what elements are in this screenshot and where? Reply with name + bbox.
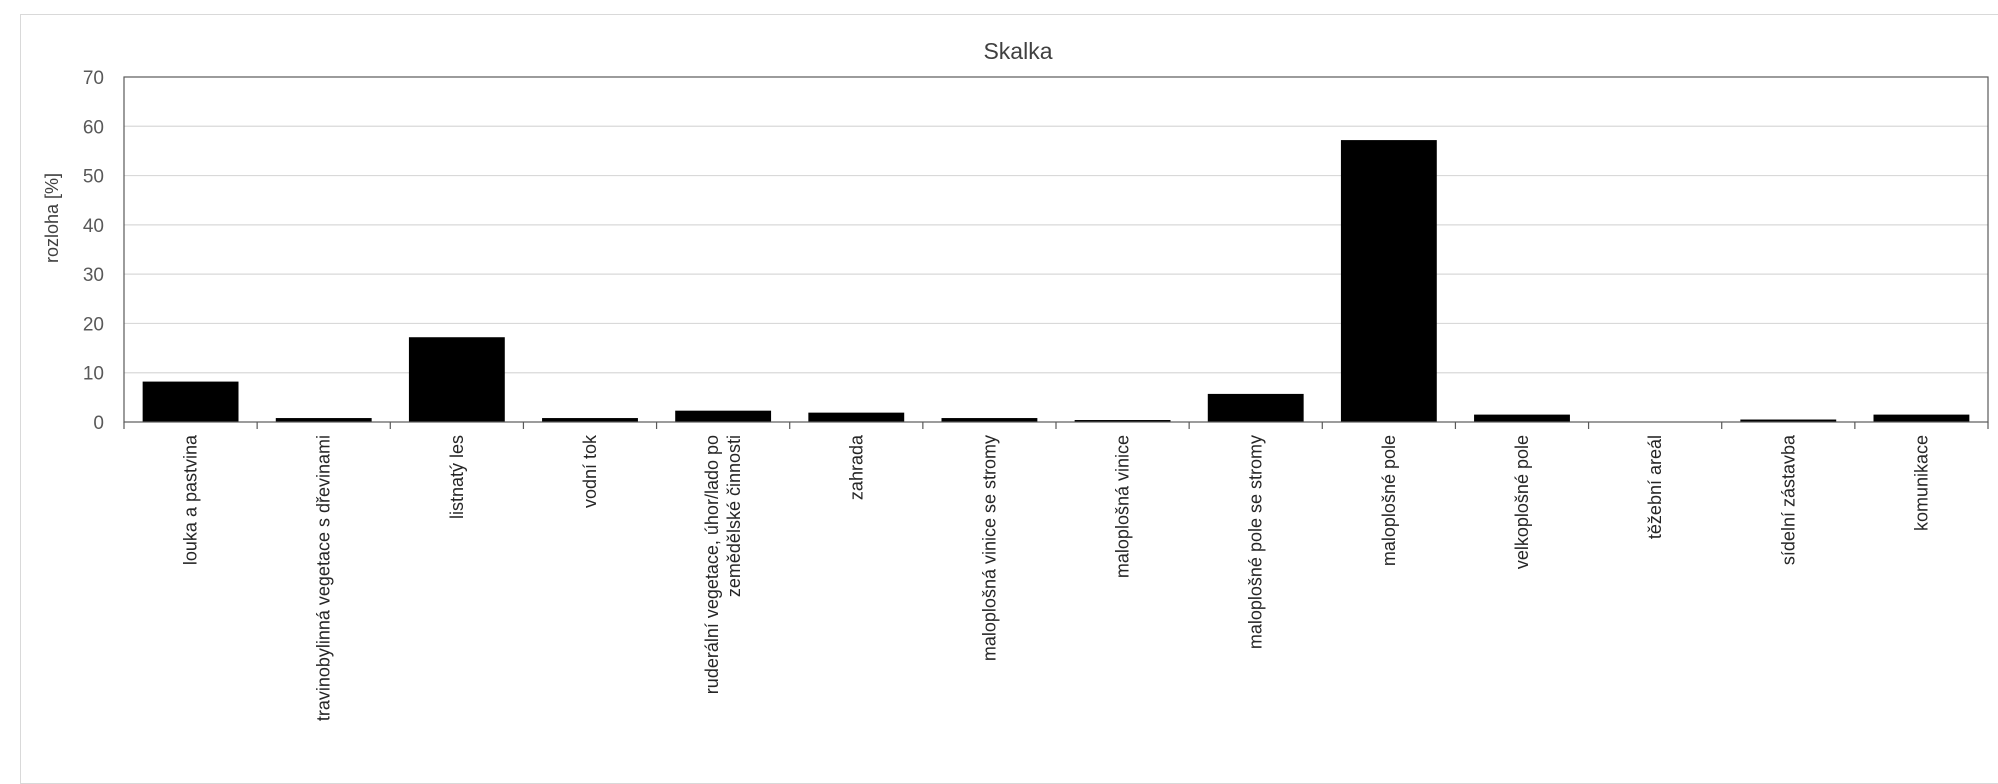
y-tick-label: 20 — [83, 314, 104, 335]
x-category-label: maloplošná vinice — [1113, 435, 1133, 578]
bar — [1340, 140, 1437, 423]
y-tick-label: 30 — [83, 265, 104, 286]
plot-border — [123, 76, 1989, 423]
bar — [275, 418, 372, 422]
y-tick-label: 50 — [83, 167, 104, 188]
y-axis-title: rozloha [%] — [42, 173, 62, 263]
y-tick-label: 60 — [83, 117, 104, 138]
x-category-label: sídelní zástavba — [1778, 434, 1798, 565]
bar — [1873, 414, 1970, 422]
bar — [1474, 414, 1570, 422]
x-category-label: maloplošné pole — [1379, 435, 1399, 566]
x-category-label: maloplošné pole se stromy — [1246, 435, 1266, 649]
y-tick-label: 0 — [93, 413, 104, 434]
x-category-label: vodní tok — [580, 434, 600, 508]
bar — [675, 410, 772, 422]
bar — [1074, 420, 1171, 422]
bar — [142, 381, 239, 422]
x-category-label: zahrada — [846, 434, 866, 500]
y-tick-label: 10 — [83, 364, 104, 385]
y-tick-label: 70 — [83, 68, 104, 89]
bars — [142, 140, 1970, 423]
bar — [941, 418, 1038, 422]
x-category-label: listnatý les — [447, 435, 467, 519]
x-axis-labels: louka a pastvina travinobylinná vegetace … — [181, 434, 1932, 721]
x-category-label: komunikace — [1911, 435, 1931, 531]
x-category-label: travinobylinná vegetace s dřevinami — [314, 435, 334, 721]
x-category-label: louka a pastvina — [181, 434, 201, 565]
y-tick-label: 40 — [83, 216, 104, 237]
x-category-label: velkoplošné pole — [1512, 435, 1532, 569]
x-category-label: těžební areál — [1645, 435, 1665, 539]
x-axis-tick-marks — [123, 422, 1989, 429]
bar — [542, 418, 638, 422]
y-axis-ticks: 0 10 20 30 40 50 60 70 — [83, 68, 104, 434]
bar — [408, 337, 505, 422]
gridlines — [124, 125, 1988, 374]
bar — [1207, 393, 1304, 422]
bar — [808, 412, 905, 422]
x-category-label: maloplošná vinice se stromy — [979, 435, 999, 661]
x-category-label: ruderální vegetace, úhor/lado po zeměděls… — [702, 435, 744, 694]
chart-title: Skalka — [983, 38, 1052, 64]
bar — [1740, 419, 1837, 422]
